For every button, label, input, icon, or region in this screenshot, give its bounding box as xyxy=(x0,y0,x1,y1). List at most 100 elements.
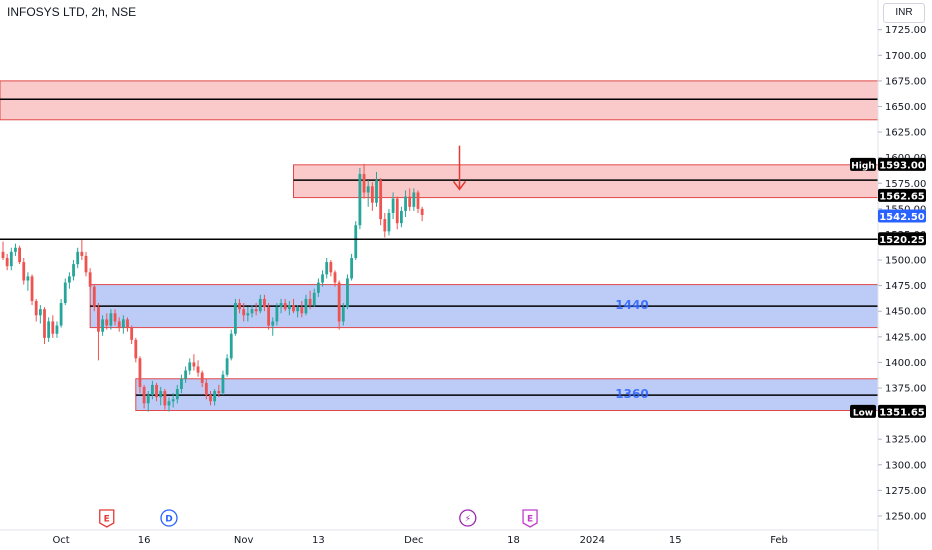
x-tick-label: Oct xyxy=(52,535,69,546)
candle-body xyxy=(395,198,399,224)
event-marker: ⚡ xyxy=(459,509,477,527)
candle xyxy=(146,391,150,412)
candle-body xyxy=(329,262,333,273)
candle xyxy=(358,167,362,230)
candle-body xyxy=(113,313,117,322)
candle xyxy=(34,298,38,322)
candle-body xyxy=(366,186,370,193)
candle-body xyxy=(5,257,9,267)
candle-body xyxy=(346,278,349,308)
candle xyxy=(300,300,304,318)
candle-body xyxy=(26,276,30,281)
candle xyxy=(159,386,163,406)
candle-body xyxy=(63,282,67,304)
x-tick-label: 15 xyxy=(669,535,682,546)
candle xyxy=(354,221,358,261)
candle-body xyxy=(283,303,287,310)
y-tick-label: 1675.00 xyxy=(885,76,926,87)
candle xyxy=(258,294,262,314)
candle-body xyxy=(142,386,146,404)
candle xyxy=(329,260,333,277)
y-tick-label: 1700.00 xyxy=(885,51,926,62)
zones: 1440 1360 xyxy=(0,80,879,412)
candle xyxy=(229,329,233,361)
candle-body xyxy=(325,262,329,275)
candle xyxy=(412,188,416,211)
candle xyxy=(225,354,229,377)
price-tag xyxy=(850,157,876,171)
candle xyxy=(275,303,279,326)
candle xyxy=(109,309,113,330)
y-tick-label: 1400.00 xyxy=(885,358,926,369)
candle-body xyxy=(34,300,38,316)
candle-body xyxy=(350,257,353,279)
candle xyxy=(5,253,9,271)
y-tick-label: 1625.00 xyxy=(885,128,926,139)
price-tag-label: Low xyxy=(853,408,873,418)
candle xyxy=(63,278,67,306)
candles xyxy=(1,163,424,412)
overlays xyxy=(0,145,878,241)
currency-selector[interactable]: INR xyxy=(883,3,925,23)
candle-body xyxy=(416,192,420,209)
candle xyxy=(209,391,212,406)
y-tick-label: 1325.00 xyxy=(885,435,926,446)
candle-body xyxy=(76,251,80,265)
candle xyxy=(221,370,225,396)
price-badge xyxy=(878,404,926,418)
y-tick-label: 1300.00 xyxy=(885,460,926,471)
candle xyxy=(395,196,399,230)
candle-body xyxy=(68,276,71,283)
zone-level-label: 1360 xyxy=(615,387,648,401)
candle xyxy=(47,317,51,342)
candle-body xyxy=(213,391,217,402)
candle-body xyxy=(225,358,229,375)
candle xyxy=(420,206,424,222)
candle-body xyxy=(200,372,204,383)
candle-body xyxy=(92,286,96,308)
y-tick-label: 1250.00 xyxy=(885,511,926,522)
candle xyxy=(337,280,341,330)
candle-body xyxy=(134,339,138,359)
candle-body xyxy=(337,282,341,322)
candle xyxy=(292,298,295,314)
candle-body xyxy=(18,247,21,263)
candle xyxy=(287,300,291,316)
candle-body xyxy=(408,196,412,207)
supply-zone xyxy=(0,80,879,121)
candle xyxy=(138,356,142,394)
price-badge-value: 1351.65 xyxy=(879,407,925,418)
candle xyxy=(217,384,221,398)
price-badge xyxy=(878,157,926,171)
candle xyxy=(254,303,258,316)
candle-body xyxy=(105,319,109,326)
candle-body xyxy=(155,384,158,398)
candle xyxy=(263,294,266,312)
candle xyxy=(296,305,300,318)
candle-body xyxy=(47,321,51,338)
y-tick-label: 1500.00 xyxy=(885,256,926,267)
y-tick-label: 1475.00 xyxy=(885,281,926,292)
candle xyxy=(234,298,237,336)
x-tick-label: 13 xyxy=(312,535,325,546)
candle xyxy=(196,360,200,377)
candle xyxy=(271,317,275,336)
candle xyxy=(151,380,154,400)
candle-body xyxy=(379,180,383,220)
candle-body xyxy=(279,303,283,308)
candle xyxy=(416,190,420,213)
candle-body xyxy=(317,282,320,293)
candle-body xyxy=(304,298,308,314)
event-glyph: E xyxy=(527,515,533,525)
candle xyxy=(250,305,254,318)
candle xyxy=(175,384,179,404)
candle xyxy=(76,247,80,269)
candle-body xyxy=(43,309,46,338)
event-circle xyxy=(160,509,178,527)
arrow-head-icon xyxy=(452,180,467,191)
y-tick-label: 1725.00 xyxy=(885,25,926,36)
candle xyxy=(375,171,378,207)
candle-body xyxy=(51,321,55,334)
candle-body xyxy=(55,325,59,334)
